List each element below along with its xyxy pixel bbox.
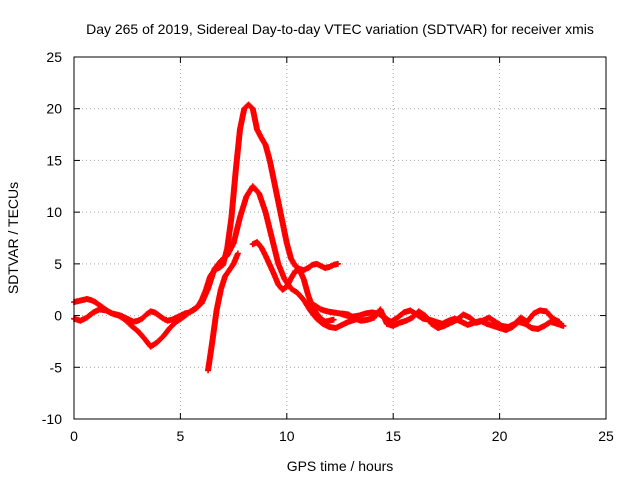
y-tick-label: 20 <box>46 101 62 117</box>
data-series-arc-c <box>205 250 241 374</box>
data-series-arc-f <box>339 306 563 331</box>
y-tick-label: 0 <box>54 308 62 324</box>
y-tick-label: 5 <box>54 256 62 272</box>
plot-frame <box>73 56 607 420</box>
x-axis-label: GPS time / hours <box>287 458 394 474</box>
gridlines <box>74 57 606 419</box>
x-tick-label: 0 <box>70 428 78 444</box>
y-tick-label: -5 <box>50 359 63 375</box>
x-tick-label: 20 <box>492 428 508 444</box>
x-tick-label: 5 <box>177 428 185 444</box>
data-marks <box>71 101 567 374</box>
x-tick-label: 10 <box>279 428 295 444</box>
y-tick-label: 10 <box>46 204 62 220</box>
y-tick-label: 25 <box>46 49 62 65</box>
x-tick-label: 25 <box>598 428 614 444</box>
axis-ticks: 0 5 10 15 20 25 -10 -5 0 5 10 15 20 25 <box>42 49 614 444</box>
y-tick-label: 15 <box>46 152 62 168</box>
chart-title: Day 265 of 2019, Sidereal Day-to-day VTE… <box>86 21 594 37</box>
x-tick-label: 15 <box>385 428 401 444</box>
y-axis-label: SDTVAR / TECUs <box>5 182 21 294</box>
y-tick-label: -10 <box>42 411 62 427</box>
